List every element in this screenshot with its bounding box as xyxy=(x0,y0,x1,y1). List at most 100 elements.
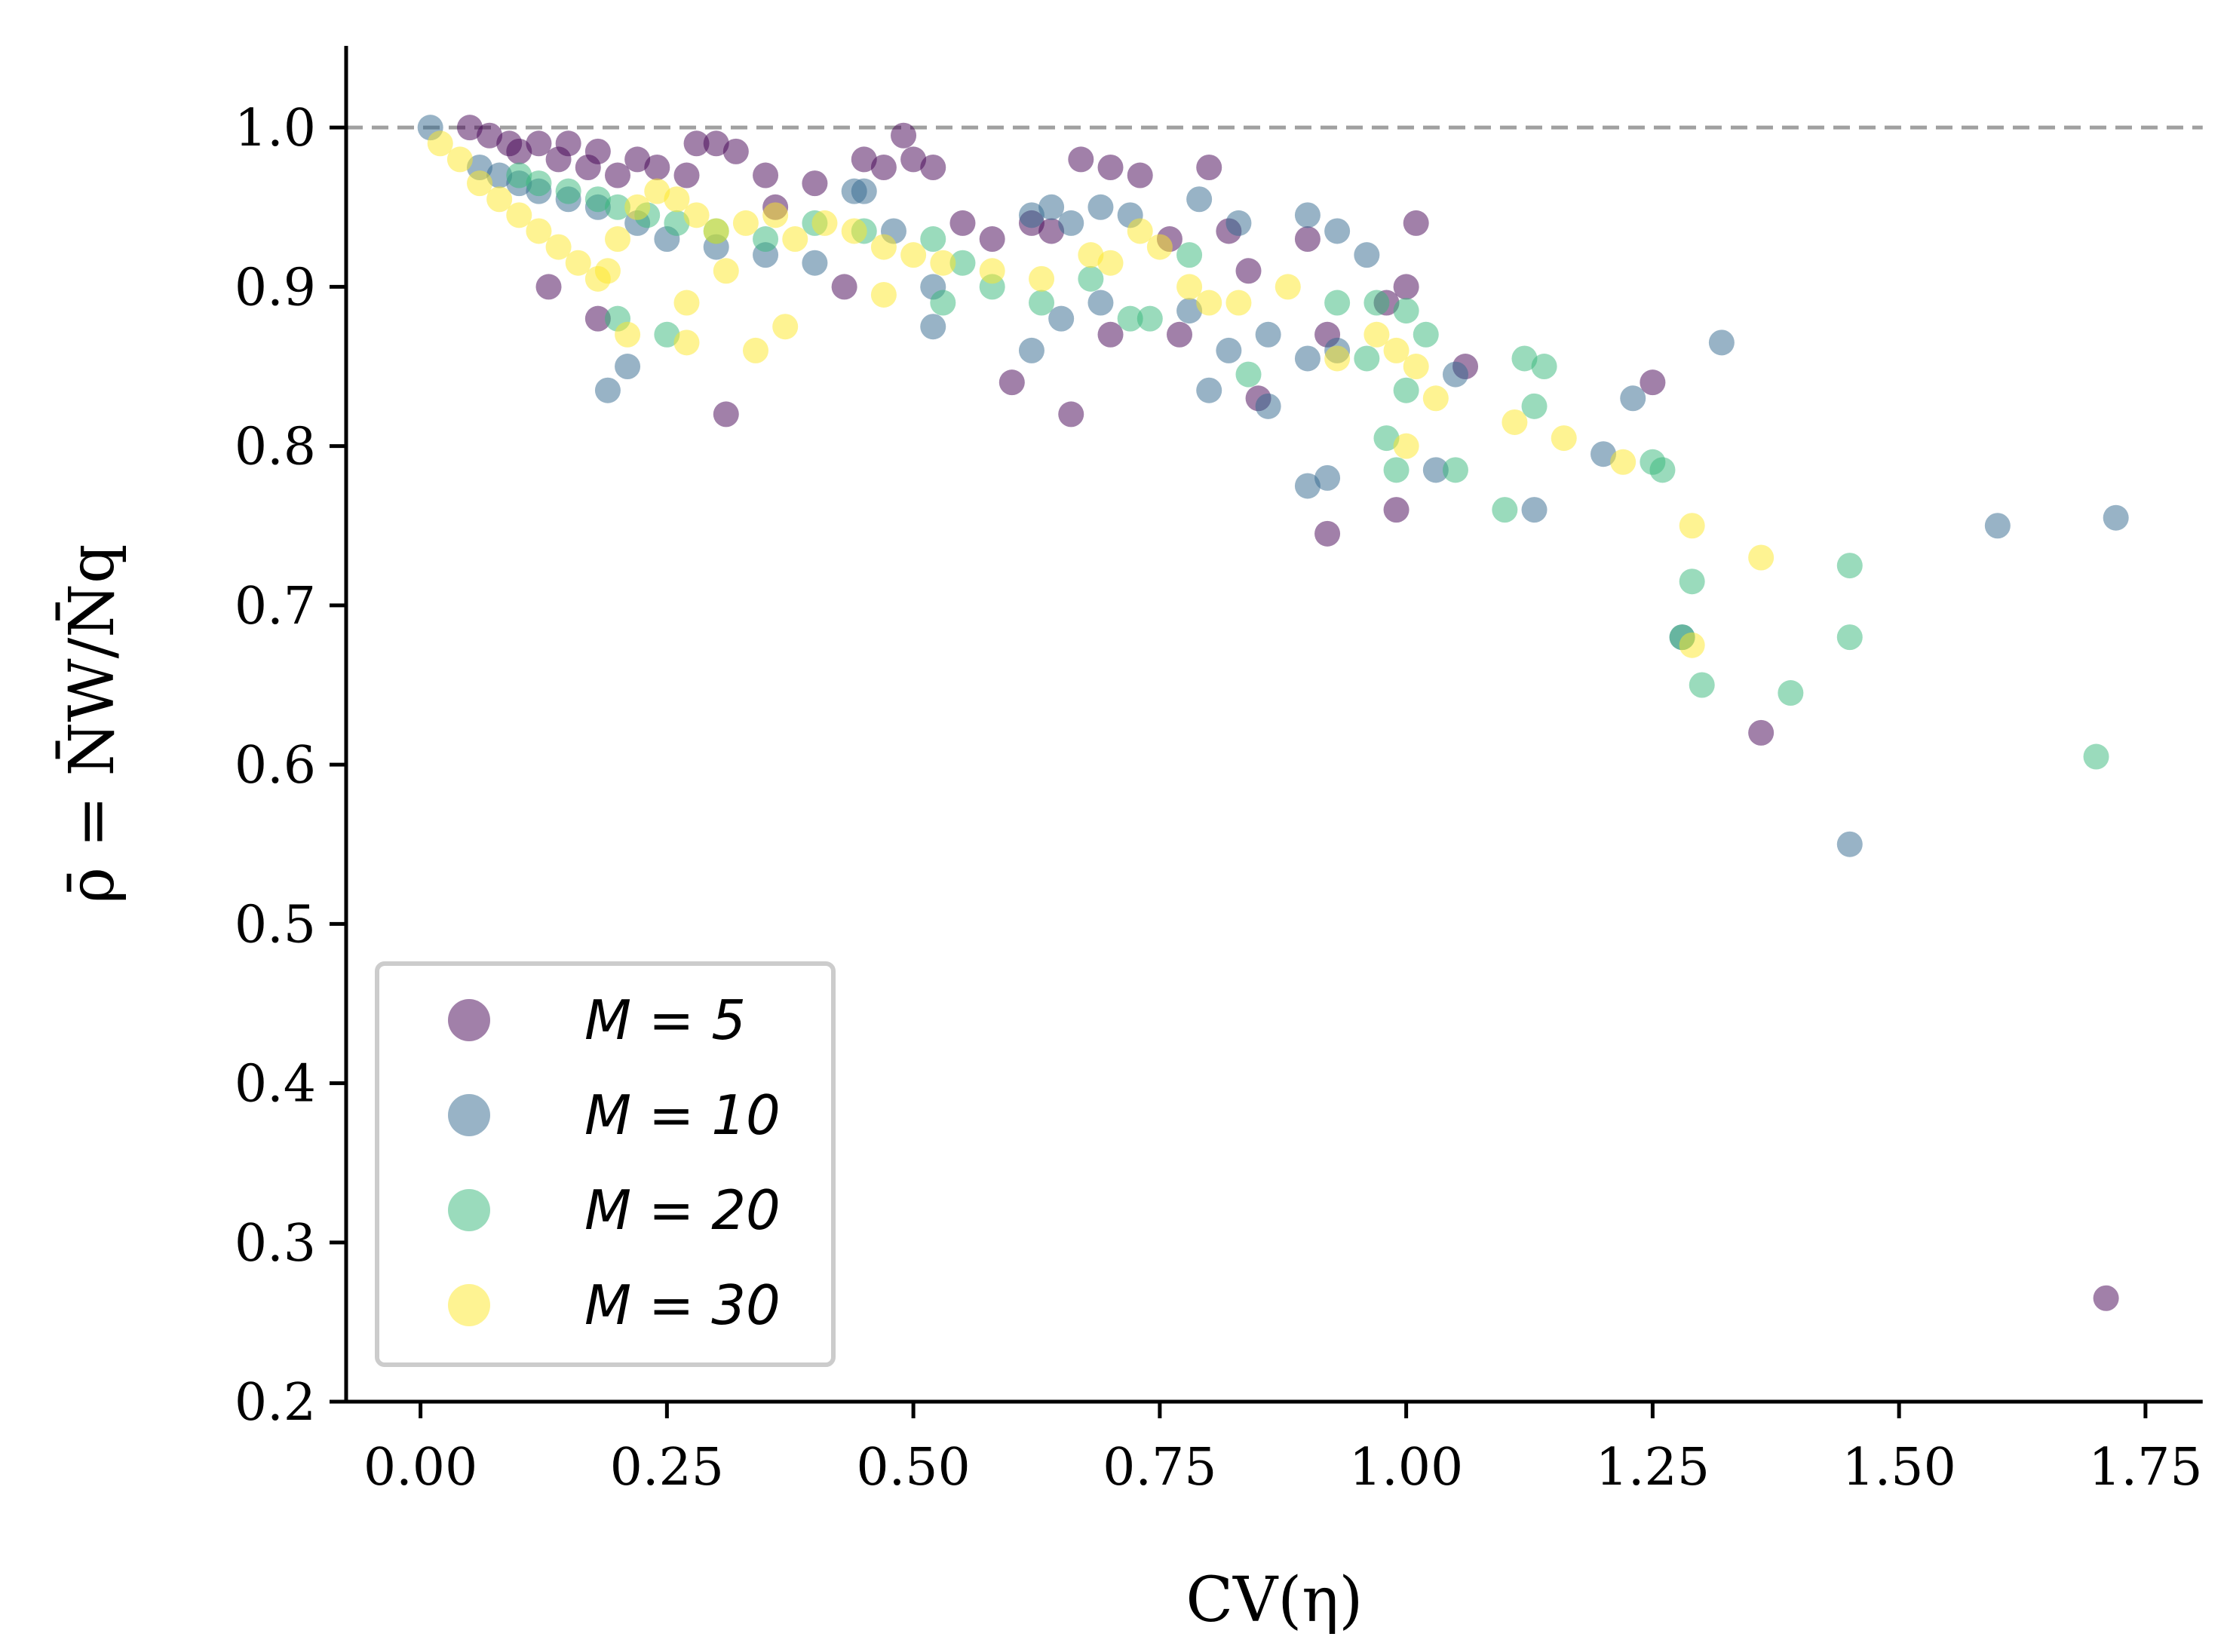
y-tick-label: 0.4 xyxy=(235,1055,316,1114)
legend-label: M = 20 xyxy=(584,1178,781,1242)
data-point xyxy=(526,130,552,157)
data-point xyxy=(1176,298,1203,324)
data-point xyxy=(1216,337,1242,363)
data-point xyxy=(1176,242,1203,268)
data-point xyxy=(664,210,690,236)
data-point xyxy=(683,202,710,228)
data-point xyxy=(1354,242,1380,268)
data-point xyxy=(1748,544,1775,571)
data-point xyxy=(772,314,799,340)
data-point xyxy=(1029,265,1055,292)
data-point xyxy=(1640,369,1666,396)
x-tick-label: 0.50 xyxy=(856,1438,970,1497)
data-point xyxy=(1038,194,1065,220)
data-point xyxy=(1836,553,1863,579)
data-point xyxy=(683,130,710,157)
data-point xyxy=(811,210,838,236)
data-point xyxy=(1127,218,1153,244)
data-point xyxy=(673,162,700,188)
data-point xyxy=(1097,250,1124,276)
data-point xyxy=(1442,361,1468,388)
data-point xyxy=(703,218,729,244)
data-point xyxy=(1196,290,1222,316)
legend-items: M = 5 M = 10 M = 20 M = 30 xyxy=(448,988,781,1337)
data-point xyxy=(1984,513,2011,539)
data-point xyxy=(1324,290,1351,316)
data-point xyxy=(584,186,611,213)
data-point xyxy=(1413,321,1439,348)
data-point xyxy=(1708,329,1735,356)
data-point xyxy=(654,321,680,348)
data-point xyxy=(565,250,591,276)
data-point xyxy=(1393,274,1419,300)
data-point xyxy=(594,377,621,403)
data-point xyxy=(1521,497,1548,523)
data-point xyxy=(1058,401,1084,428)
data-point xyxy=(1442,457,1468,483)
data-point xyxy=(1649,457,1676,483)
legend-marker xyxy=(448,999,490,1041)
data-point xyxy=(1393,433,1419,459)
data-point xyxy=(615,321,641,348)
data-point xyxy=(920,226,946,253)
data-point xyxy=(930,250,956,276)
data-point xyxy=(545,234,572,260)
data-point xyxy=(1038,218,1065,244)
data-point xyxy=(870,281,897,308)
data-point xyxy=(506,202,532,228)
data-point xyxy=(742,337,768,363)
data-point xyxy=(1836,831,1863,857)
series-1 xyxy=(456,115,2119,1311)
data-point xyxy=(949,210,976,236)
y-tick-label: 0.5 xyxy=(235,895,316,955)
data-point xyxy=(732,210,759,236)
data-point xyxy=(1590,441,1617,467)
data-point xyxy=(1235,361,1262,388)
data-point xyxy=(1403,210,1429,236)
data-point xyxy=(1679,513,1705,539)
data-point xyxy=(526,170,552,197)
data-point xyxy=(1748,719,1775,746)
data-point xyxy=(1492,497,1518,523)
y-tick-label: 0.7 xyxy=(235,577,316,636)
data-point xyxy=(1146,234,1173,260)
data-point xyxy=(1502,409,1528,435)
data-point xyxy=(1097,321,1124,348)
data-point xyxy=(555,178,581,204)
data-point xyxy=(644,178,670,204)
data-point xyxy=(1186,186,1213,213)
data-point xyxy=(1422,457,1449,483)
y-tick-label: 0.2 xyxy=(235,1373,316,1433)
data-point xyxy=(703,130,729,157)
points-layer xyxy=(417,115,2129,1311)
data-point xyxy=(841,178,867,204)
x-tick-label: 0.00 xyxy=(363,1438,477,1497)
data-point xyxy=(1324,345,1351,372)
data-point xyxy=(870,234,897,260)
data-point xyxy=(1087,194,1114,220)
data-point xyxy=(998,369,1025,396)
y-tick-label: 0.8 xyxy=(235,418,316,477)
data-point xyxy=(1511,345,1538,372)
data-point xyxy=(1679,632,1705,658)
data-point xyxy=(1778,680,1804,706)
data-point xyxy=(891,122,917,149)
data-point xyxy=(605,162,631,188)
x-tick-label: 1.00 xyxy=(1349,1438,1463,1497)
data-point xyxy=(1383,497,1410,523)
data-point xyxy=(1383,337,1410,363)
data-point xyxy=(1275,274,1301,300)
data-point xyxy=(979,226,1005,253)
data-point xyxy=(782,226,808,253)
data-point xyxy=(753,162,779,188)
data-point xyxy=(1294,202,1321,228)
legend: M = 5 M = 10 M = 20 M = 30 xyxy=(375,961,836,1367)
data-point xyxy=(841,218,867,244)
data-point xyxy=(1836,624,1863,651)
data-point xyxy=(920,314,946,340)
data-point xyxy=(584,138,611,164)
legend-label: M = 5 xyxy=(584,988,746,1052)
data-point xyxy=(664,186,690,213)
data-point xyxy=(477,122,503,149)
legend-marker xyxy=(448,1284,490,1326)
